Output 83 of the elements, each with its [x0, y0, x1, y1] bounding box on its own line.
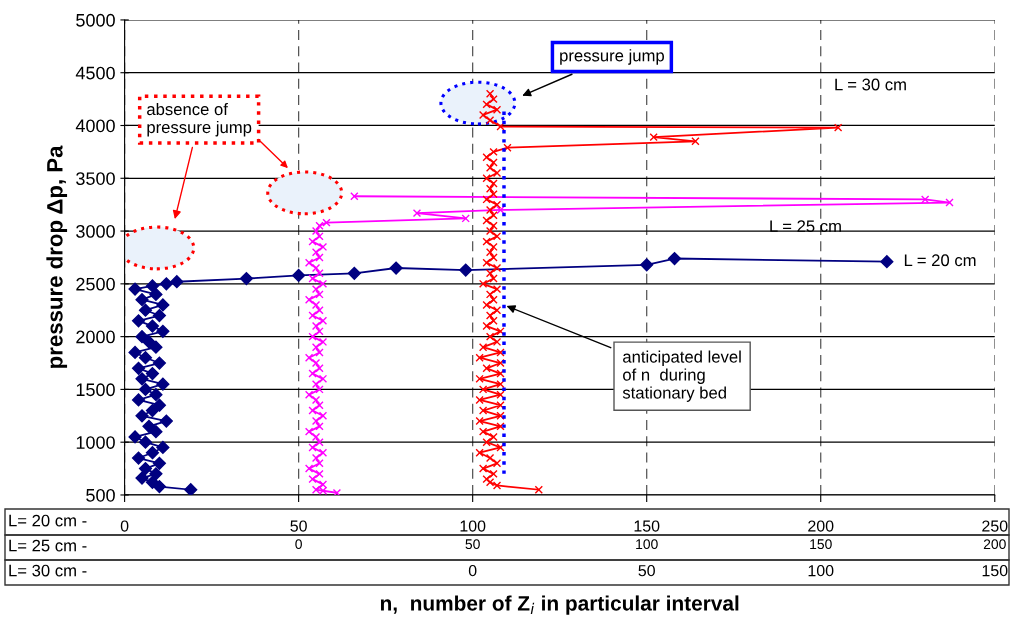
point: [135, 330, 149, 344]
y-tick-label: 1500: [76, 383, 115, 397]
annotation: pressure jump: [560, 49, 664, 65]
x-tick-label: 200: [808, 520, 834, 532]
text: 0: [468, 564, 477, 577]
point: [149, 340, 163, 354]
y-tick-label: 4000: [75, 119, 115, 133]
x-axis-title: n, number of Z$_{i}$ in particular interval: [380, 595, 739, 615]
point: [239, 271, 254, 286]
point: [292, 268, 306, 282]
text: L= 20 cm -: [9, 514, 87, 527]
point: [131, 451, 146, 465]
point: [135, 372, 149, 386]
x2-tick-label: 0: [295, 539, 302, 550]
point: [347, 266, 361, 280]
point: [128, 430, 142, 444]
annotation: anticipated level of n during stationary bed: [622, 350, 741, 402]
point: [159, 414, 173, 428]
point: [142, 419, 156, 433]
y-tick-label: 1000: [76, 436, 115, 449]
point: [128, 345, 142, 360]
point: [156, 377, 170, 391]
point: [149, 287, 163, 301]
point: [170, 275, 184, 289]
point: [138, 303, 153, 317]
text: L= 30 cm -: [9, 564, 87, 577]
y-tick-label: 3000: [76, 225, 115, 238]
point: [459, 263, 473, 277]
point: [152, 456, 166, 470]
point: [880, 255, 894, 269]
point: [156, 440, 170, 455]
x2-tick-label: 150: [810, 539, 832, 550]
y-tick-label: 2500: [76, 277, 115, 291]
x-tick-label: 50: [290, 520, 307, 532]
point: [149, 467, 163, 481]
text: 100: [808, 564, 834, 577]
series-label: L = 20 cm: [904, 254, 976, 267]
point: [667, 251, 682, 266]
point: [640, 258, 654, 272]
y-tick-label: 500: [86, 488, 115, 502]
x2-tick-label: 200: [983, 539, 1006, 550]
point: [149, 388, 163, 402]
y-tick-label: 4500: [75, 66, 115, 80]
point: [156, 298, 170, 312]
point: [138, 351, 153, 365]
point: [152, 308, 166, 323]
point: [131, 314, 146, 328]
point: [138, 435, 153, 449]
y-tick-label: 3500: [76, 172, 115, 185]
point: [152, 398, 166, 412]
point: [138, 382, 153, 396]
point: [135, 293, 149, 307]
point: [389, 261, 403, 275]
point: [135, 471, 149, 485]
x-tick-label: 150: [634, 520, 660, 532]
x-tick-label: 0: [120, 520, 129, 532]
point: [145, 366, 160, 381]
point: [145, 319, 160, 333]
y-tick-label: 2000: [76, 330, 115, 344]
point: [131, 361, 146, 375]
x-tick-label: 100: [460, 520, 486, 532]
point: [145, 446, 160, 460]
text: L = 30 cm: [835, 78, 906, 91]
point: [159, 277, 173, 291]
point: [138, 461, 153, 476]
text: L= 25 cm -: [9, 539, 87, 552]
point: [135, 409, 149, 423]
annotation: absence of pressure jump: [147, 102, 252, 137]
y-tick-label: 5000: [76, 13, 115, 27]
point: [156, 324, 170, 338]
point: [149, 425, 163, 439]
point: [152, 356, 166, 370]
point: [184, 483, 198, 495]
text: 50: [638, 564, 655, 577]
point: [131, 393, 146, 407]
point: [145, 475, 160, 489]
point: [145, 279, 160, 293]
x-tick-label: 250: [982, 520, 1008, 532]
x2-tick-label: 100: [636, 539, 658, 550]
x2-tick-label: 50: [465, 539, 480, 550]
text: 150: [982, 564, 1008, 577]
y-axis-title: pressure drop Δp, Pa: [46, 145, 68, 368]
point: [128, 282, 142, 296]
